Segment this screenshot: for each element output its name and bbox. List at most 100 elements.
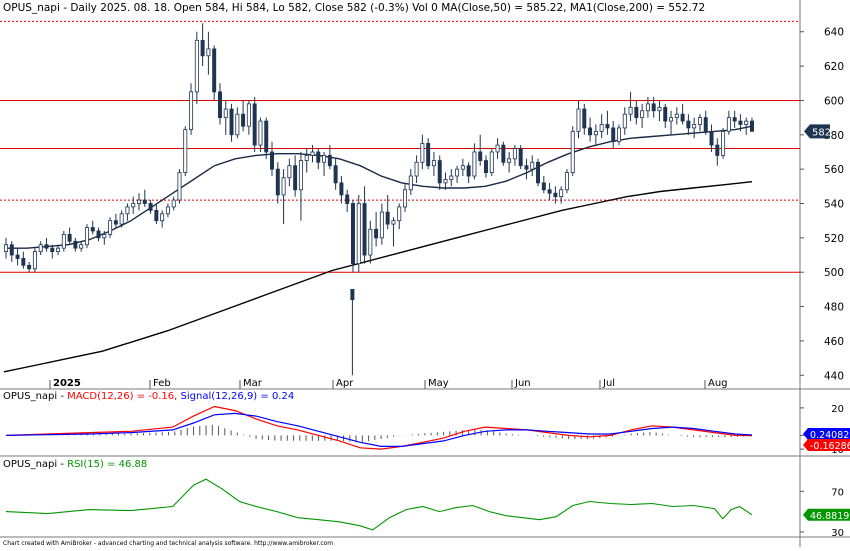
candle-body-up	[304, 155, 309, 161]
price-tick-label: 540	[824, 199, 844, 211]
candle-body-down	[241, 113, 246, 127]
candle	[449, 169, 454, 187]
candle-body-up	[79, 244, 84, 249]
rsi-value-tag: 46.8819	[803, 508, 850, 522]
candle	[379, 203, 384, 245]
candle-body-up	[559, 189, 564, 198]
macd-value-label: 0.24082	[810, 430, 849, 441]
candle-body-up	[397, 206, 402, 222]
candle-body-up	[570, 130, 575, 173]
candle	[651, 97, 656, 118]
month-axis: 2025 Feb Mar Apr May Jun Jul Aug	[49, 378, 728, 389]
candle-body-up	[414, 161, 419, 177]
candle	[640, 103, 645, 128]
candle	[478, 134, 483, 166]
candle-body-up	[322, 155, 327, 163]
candle	[15, 248, 20, 266]
candle-body-down	[327, 155, 332, 167]
candle-body-down	[339, 182, 344, 196]
candlesticks	[4, 23, 754, 376]
candle	[732, 110, 737, 128]
candle	[715, 138, 720, 166]
candle	[148, 200, 153, 214]
candle-body-up	[391, 220, 396, 225]
signal-line	[5, 412, 753, 447]
candle	[553, 186, 558, 204]
candle	[154, 203, 159, 225]
price-tick-label: 460	[824, 336, 844, 348]
month-label: May	[428, 378, 449, 389]
candle-body-down	[501, 144, 506, 163]
candle-body-up	[84, 227, 89, 246]
candle	[495, 138, 500, 159]
candle	[431, 151, 436, 177]
candle	[512, 145, 517, 166]
candle-body-down	[588, 127, 593, 136]
candle	[310, 145, 315, 163]
candle-body-down	[316, 151, 321, 163]
candle-body-down	[703, 117, 708, 132]
month-label: Jul	[602, 378, 615, 389]
candle	[131, 196, 136, 214]
candle-body-up	[194, 39, 199, 93]
candle-body-up	[368, 228, 373, 256]
candle	[420, 134, 425, 170]
candle	[414, 155, 419, 183]
candle	[489, 148, 494, 177]
candle	[518, 145, 523, 170]
candle	[32, 248, 37, 273]
candle	[645, 97, 650, 118]
candle	[605, 110, 610, 135]
rsi-caption-label: RSI(15) = 46.88	[67, 459, 147, 470]
candle-body-down	[350, 203, 355, 265]
candle	[599, 114, 604, 139]
price-tick-label: 620	[824, 61, 844, 73]
macd-tick-label: 20	[831, 404, 844, 415]
last-price-tag: 582	[804, 124, 831, 139]
candle-body-down	[611, 127, 616, 143]
candle	[460, 158, 465, 177]
candle-body-up	[379, 211, 384, 239]
candle	[443, 172, 448, 190]
candle	[293, 155, 298, 197]
candle-body-down	[142, 199, 147, 204]
candle	[559, 186, 564, 204]
candle-body-up	[512, 148, 517, 160]
candle-body-up	[160, 213, 165, 222]
candle	[177, 169, 182, 204]
candle-body-up	[674, 113, 679, 119]
candle-body-down	[67, 234, 72, 242]
candle	[582, 103, 587, 135]
candle-body-down	[264, 120, 269, 153]
macd-caption-macd: MACD(12,26) = -0.16,	[67, 391, 180, 402]
candle	[275, 162, 280, 204]
candle-body-up	[246, 103, 251, 127]
candle	[235, 107, 240, 139]
candle	[744, 117, 749, 135]
candle	[530, 155, 535, 177]
candle-body-down	[21, 258, 26, 266]
candle	[298, 151, 303, 221]
price-tick-label: 520	[824, 233, 844, 245]
candle	[703, 110, 708, 135]
candle-body-down	[680, 113, 685, 122]
candle-body-down	[293, 165, 298, 191]
candle	[680, 103, 685, 125]
candle	[634, 100, 639, 125]
candle	[56, 244, 61, 256]
candle-body-up	[206, 48, 211, 57]
candle-body-down	[547, 189, 552, 194]
candle-body-up	[177, 172, 182, 201]
rsi-caption: OPUS_napi - RSI(15) = 46.88	[3, 459, 147, 470]
candle	[593, 124, 598, 146]
candle	[385, 194, 390, 230]
candle-body-down	[148, 203, 153, 211]
candle	[507, 151, 512, 173]
candle	[67, 227, 72, 245]
macd-value-tags: 0.24082-0.16286	[803, 428, 850, 452]
candle-body-down	[27, 264, 32, 270]
candle	[246, 100, 251, 135]
candle-body-down	[200, 39, 205, 57]
price-tick-label: 440	[824, 370, 844, 382]
